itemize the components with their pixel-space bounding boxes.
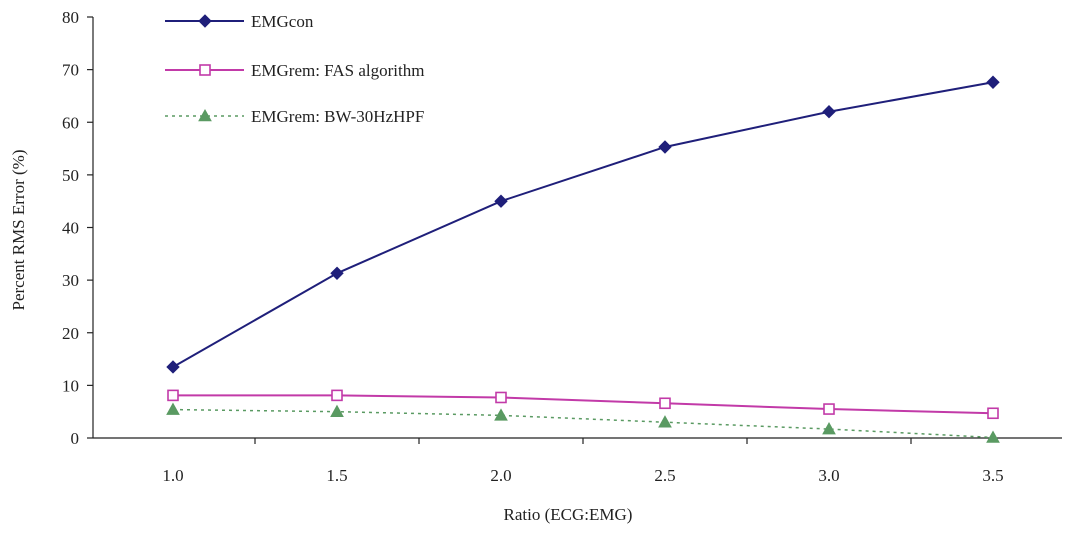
data-point	[494, 408, 508, 421]
legend-marker	[198, 14, 212, 28]
data-point	[166, 360, 180, 374]
legend-marker	[199, 64, 211, 76]
data-point	[987, 407, 999, 420]
data-point	[167, 389, 179, 402]
series-line	[172, 81, 994, 368]
x-axis-title: Ratio (ECG:EMG)	[504, 505, 633, 524]
y-ticks: 0 10 20 30 40 50 60 70 80	[62, 8, 93, 448]
series-line	[172, 408, 994, 439]
y-tick-label: 50	[62, 166, 79, 185]
y-tick-label: 60	[62, 113, 79, 132]
axes: 0 10 20 30 40 50 60 70 80 1.0 1.5 2.0 2.5 3.0 3.5	[62, 8, 1062, 485]
x-tick-label: 2.0	[490, 466, 511, 485]
y-tick-label: 10	[62, 376, 79, 395]
y-tick-label: 30	[62, 271, 79, 290]
data-point	[658, 415, 672, 428]
data-point	[494, 194, 508, 208]
series-3	[166, 402, 1000, 443]
y-tick-label: 40	[62, 219, 79, 238]
legend: EMGcon EMGrem: FAS algorithm EMGrem: BW-30…	[165, 12, 424, 126]
legend-label: EMGrem: BW-30HzHPF	[251, 107, 424, 126]
legend-item: EMGrem: BW-30HzHPF	[165, 107, 424, 126]
data-point	[822, 422, 836, 435]
data-point	[822, 105, 836, 119]
legend-item: EMGcon	[165, 12, 314, 31]
legend-label: EMGcon	[251, 12, 314, 31]
y-tick-label: 70	[62, 61, 79, 80]
series-group	[166, 75, 1000, 443]
y-tick-label: 80	[62, 8, 79, 27]
x-tick-label: 1.0	[162, 466, 183, 485]
series-1	[166, 75, 1000, 374]
data-point	[495, 391, 507, 404]
data-point	[166, 402, 180, 415]
data-point	[986, 430, 1000, 443]
legend-label: EMGrem: FAS algorithm	[251, 61, 424, 80]
x-tick-label: 2.5	[654, 466, 675, 485]
x-tick-label: 1.5	[326, 466, 347, 485]
y-tick-label: 0	[71, 429, 80, 448]
series-line	[173, 394, 994, 415]
y-tick-label: 20	[62, 324, 79, 343]
series-2	[167, 389, 999, 420]
data-point	[823, 403, 835, 415]
data-point	[986, 75, 1000, 89]
legend-item: EMGrem: FAS algorithm	[165, 61, 424, 80]
y-axis-title: Percent RMS Error (%)	[9, 150, 28, 311]
data-point	[659, 397, 671, 410]
x-tick-label: 3.5	[982, 466, 1003, 485]
legend-marker	[198, 108, 212, 122]
data-point	[658, 140, 672, 154]
data-point	[330, 266, 344, 280]
x-tick-label: 3.0	[818, 466, 839, 485]
data-point	[331, 389, 343, 402]
x-ticks: 1.0 1.5 2.0 2.5 3.0 3.5	[162, 438, 1004, 485]
data-point	[330, 404, 344, 417]
